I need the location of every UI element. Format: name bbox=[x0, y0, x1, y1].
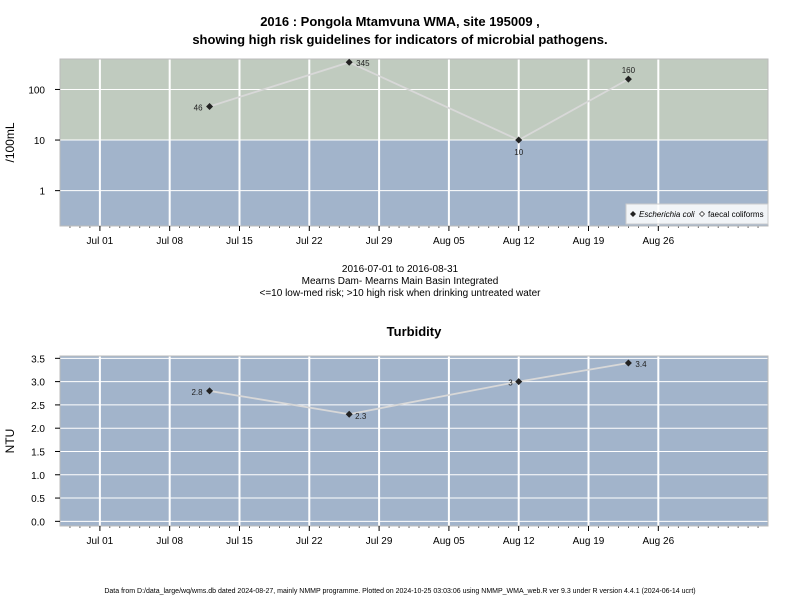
y-tick-label: 0.5 bbox=[31, 494, 45, 505]
risk-band-high bbox=[60, 59, 768, 141]
data-point bbox=[515, 378, 523, 386]
x-tick-label: Aug 26 bbox=[642, 236, 674, 247]
data-point bbox=[345, 58, 353, 66]
x-tick-label: Aug 12 bbox=[503, 536, 535, 547]
panel-title: Turbidity bbox=[387, 324, 442, 339]
data-label: 10 bbox=[514, 148, 523, 157]
data-point bbox=[345, 410, 353, 418]
turbidity-chart: Jul 01 Jul 08 Jul 15 Jul 22 Jul 29 Aug 05 Aug … bbox=[3, 324, 769, 547]
x-tick-label: Aug 12 bbox=[503, 236, 535, 247]
legend-label: Escherichia coli bbox=[639, 210, 695, 219]
y-tick-label: 1 bbox=[39, 187, 45, 198]
footer-note: Data from D:/data_large/wq/wms.db dated … bbox=[104, 588, 696, 595]
legend-marker bbox=[630, 211, 636, 217]
x-tick-label: Jul 22 bbox=[296, 536, 323, 547]
legend-label: faecal coliforms bbox=[708, 210, 764, 219]
x-tick-label: Jul 01 bbox=[87, 536, 114, 547]
series-line bbox=[209, 61, 629, 142]
data-point bbox=[206, 103, 214, 111]
y-axis-label: NTU bbox=[3, 429, 17, 454]
data-label: 3.4 bbox=[635, 360, 647, 369]
x-tick-label: Aug 19 bbox=[573, 536, 605, 547]
data-point bbox=[624, 75, 632, 83]
data-point bbox=[206, 387, 214, 395]
x-tick-label: Jul 29 bbox=[366, 536, 393, 547]
x-tick-label: Jul 22 bbox=[296, 236, 323, 247]
data-point bbox=[515, 136, 523, 144]
y-tick-label: 3.0 bbox=[31, 378, 45, 389]
legend-marker bbox=[699, 211, 705, 217]
y-tick-label: 1.5 bbox=[31, 447, 45, 458]
plot-frame bbox=[59, 355, 769, 527]
y-tick-label: 10 bbox=[34, 136, 46, 147]
legend-box bbox=[625, 203, 769, 225]
y-tick-label: 3.5 bbox=[31, 354, 45, 365]
y-axis-label: /100mL bbox=[3, 122, 17, 162]
data-label: 345 bbox=[356, 59, 370, 68]
series-line bbox=[209, 362, 629, 416]
y-tick-label: 0.0 bbox=[31, 517, 45, 528]
x-tick-label: Aug 05 bbox=[433, 536, 465, 547]
x-tick-label: Jul 01 bbox=[87, 236, 114, 247]
y-tick-label: 100 bbox=[28, 85, 45, 96]
chart-title-line1: 2016 : Pongola Mtamvuna WMA, site 195009… bbox=[260, 14, 540, 29]
site-name: Mearns Dam- Mearns Main Basin Integrated bbox=[301, 276, 499, 287]
x-tick-label: Jul 15 bbox=[226, 236, 253, 247]
microbial-chart: Jul 01 Jul 08 Jul 15 Jul 22 Jul 29 Aug 05 Aug … bbox=[3, 58, 769, 247]
x-tick-label: Jul 08 bbox=[156, 236, 183, 247]
plot-frame bbox=[59, 58, 769, 227]
data-label: 46 bbox=[194, 104, 203, 113]
risk-note: <=10 low-med risk; >10 high risk when dr… bbox=[259, 288, 541, 299]
date-range: 2016-07-01 to 2016-08-31 bbox=[341, 264, 459, 275]
data-label: 2.3 bbox=[355, 412, 367, 421]
x-tick-label: Aug 26 bbox=[642, 536, 674, 547]
data-label: 2.8 bbox=[191, 388, 203, 397]
x-tick-label: Jul 08 bbox=[156, 536, 183, 547]
y-tick-label: 2.5 bbox=[31, 401, 45, 412]
y-tick-label: 2.0 bbox=[31, 424, 45, 435]
y-tick-label: 1.0 bbox=[31, 471, 45, 482]
x-tick-label: Aug 05 bbox=[433, 236, 465, 247]
x-tick-label: Jul 15 bbox=[226, 536, 253, 547]
x-tick-label: Aug 19 bbox=[573, 236, 605, 247]
x-tick-label: Jul 29 bbox=[366, 236, 393, 247]
chart-title-line2: showing high risk guidelines for indicat… bbox=[192, 32, 608, 47]
data-point bbox=[624, 359, 632, 367]
data-label: 3 bbox=[508, 379, 513, 388]
data-label: 160 bbox=[622, 66, 636, 75]
